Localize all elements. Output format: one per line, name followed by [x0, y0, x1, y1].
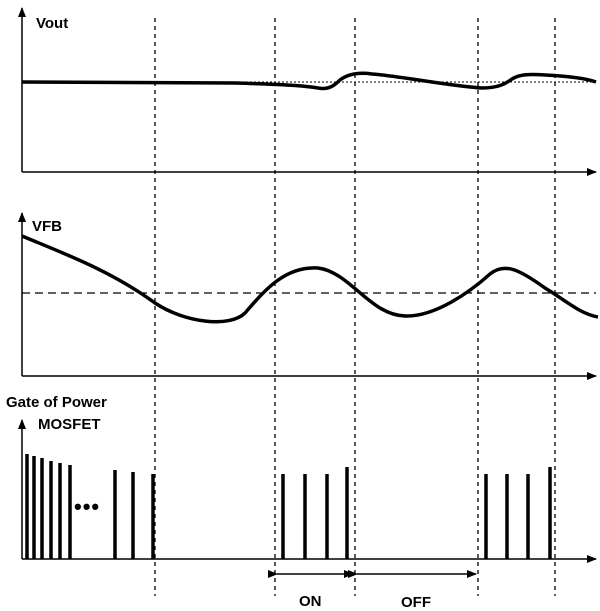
gate-panel: Gate of Power MOSFET •••: [6, 394, 597, 563]
vfb-panel: VFB: [18, 212, 599, 380]
vfb-waveform: [21, 234, 599, 324]
vfb-label: VFB: [32, 218, 62, 235]
off-label: OFF: [401, 594, 431, 611]
gate-label-line2: MOSFET: [38, 416, 101, 433]
timing-markers: [154, 18, 556, 596]
vout-label: Vout: [36, 15, 68, 32]
gate-label-line1: Gate of Power: [6, 394, 107, 411]
vout-panel: Vout: [18, 7, 597, 176]
interval-annotations: ON OFF: [268, 570, 477, 611]
gate-ellipsis: •••: [74, 494, 100, 519]
on-label: ON: [299, 593, 322, 610]
vout-waveform: [21, 71, 597, 91]
gate-pulses: [25, 454, 552, 559]
